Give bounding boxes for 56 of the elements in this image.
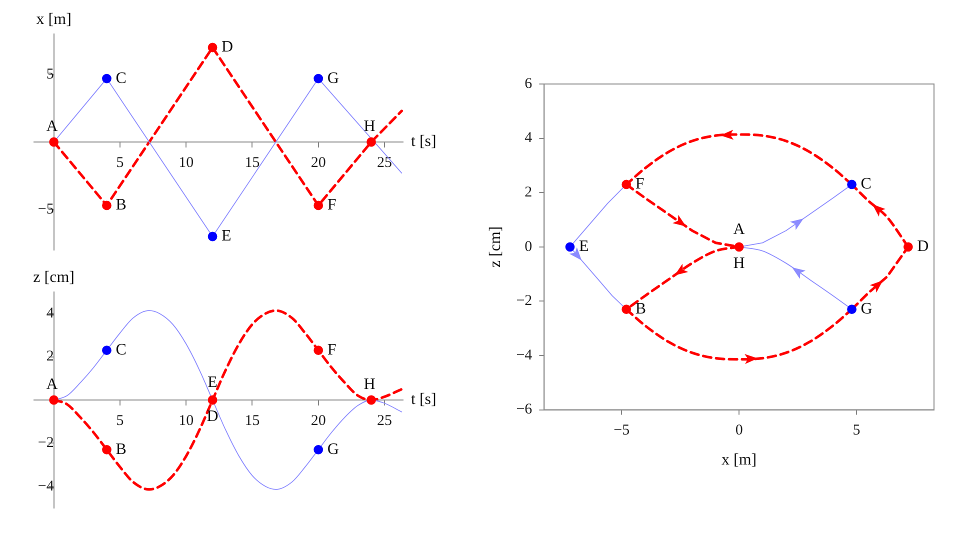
x-tick-label: 20	[310, 412, 326, 429]
annotation: A	[46, 376, 58, 394]
y-tick-label: −2	[516, 293, 532, 310]
annotation: H	[364, 118, 376, 136]
annotation: A	[46, 118, 58, 136]
y-tick-label: −6	[516, 402, 533, 418]
y-axis-title: x [m]	[36, 11, 72, 28]
y-tick-label: −2	[38, 435, 54, 452]
y-tick-label: 2	[46, 348, 54, 365]
x-axis-title: x [m]	[722, 452, 757, 469]
x-tick-label: 25	[376, 412, 392, 429]
annotation: D	[917, 238, 929, 256]
y-tick-label: −5	[38, 201, 54, 218]
x-tick-label: 15	[244, 154, 260, 171]
y-tick-label: 6	[524, 76, 533, 92]
x-tick-label: 25	[376, 154, 392, 171]
y-tick-label: 4	[46, 306, 54, 322]
annotation: B	[116, 440, 126, 458]
annotation: E	[222, 228, 232, 245]
annotation: F	[327, 196, 336, 214]
y-tick-label: 0	[524, 238, 532, 255]
y-tick-label: 4	[524, 130, 533, 146]
y-tick-label: 2	[524, 184, 532, 201]
x-tick-label: 5	[116, 154, 124, 171]
annotation: G	[860, 300, 873, 318]
annotation: C	[116, 342, 126, 359]
x-axis-title: t [s]	[411, 391, 436, 408]
annotation: H	[364, 376, 376, 394]
annotation: E	[208, 374, 218, 392]
annotation: G	[327, 440, 340, 458]
y-tick-label: −4	[38, 478, 54, 494]
x-tick-label: 0	[735, 422, 743, 439]
annotation: C	[116, 70, 126, 87]
annotation: C	[860, 176, 872, 193]
annotation: F	[327, 342, 336, 359]
y-axis-title: z [cm]	[33, 269, 74, 286]
x-axis-title: t [s]	[411, 133, 436, 150]
x-tick-label: 10	[178, 154, 194, 171]
y-axis-title: z [cm]	[486, 226, 504, 268]
y-tick-label: −4	[516, 347, 533, 364]
x-tick-label: 5	[116, 412, 124, 429]
annotation: A	[733, 221, 746, 238]
annotation: B	[116, 196, 126, 214]
y-tick-label: 5	[46, 66, 54, 82]
x-tick-label: 15	[244, 412, 260, 429]
annotation: D	[222, 38, 234, 56]
annotation: E	[578, 238, 589, 256]
annotation: D	[206, 408, 218, 426]
annotation: H	[733, 255, 746, 272]
annotation: G	[327, 70, 340, 87]
annotation: B	[635, 300, 646, 318]
x-tick-label: 10	[178, 412, 194, 429]
x-tick-label: −5	[614, 422, 630, 439]
x-tick-label: 5	[852, 422, 860, 439]
annotation: F	[635, 176, 644, 193]
x-tick-label: 20	[310, 154, 326, 171]
